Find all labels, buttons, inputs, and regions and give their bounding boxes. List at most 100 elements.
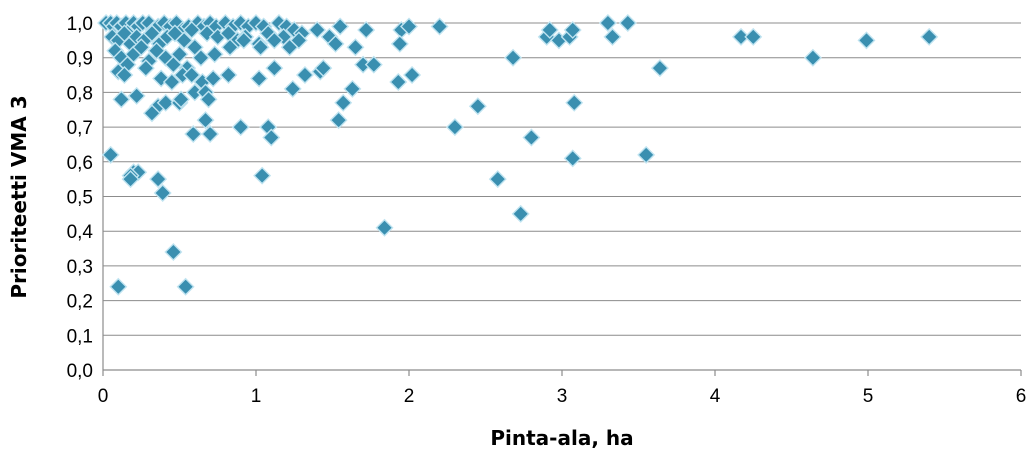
data-point — [170, 45, 189, 64]
data-point — [191, 48, 210, 67]
data-point — [744, 27, 763, 46]
axes — [102, 23, 1022, 376]
y-tick-label: 0,1 — [67, 326, 93, 347]
data-point — [920, 27, 939, 46]
data-point — [803, 48, 822, 67]
y-axis-title: Prioriteetti VMA 3 — [7, 95, 31, 298]
y-tick-label: 1,0 — [67, 14, 93, 35]
data-point — [565, 93, 584, 112]
y-tick-label: 0,2 — [67, 292, 93, 313]
data-point — [343, 79, 362, 98]
x-tick-label: 2 — [404, 386, 415, 407]
x-tick-label: 3 — [557, 386, 568, 407]
data-points — [97, 14, 939, 296]
data-point — [857, 31, 876, 50]
y-tick-label: 0,3 — [67, 257, 93, 278]
data-point — [331, 17, 350, 36]
data-point — [205, 45, 224, 64]
data-point — [231, 118, 250, 137]
data-point — [201, 125, 220, 144]
y-tick-label: 0,8 — [67, 83, 93, 104]
data-point — [540, 20, 559, 39]
data-point — [156, 93, 175, 112]
x-tick-label: 1 — [251, 386, 262, 407]
x-tick-label: 5 — [863, 386, 874, 407]
data-point — [375, 218, 394, 237]
x-tick-label: 4 — [710, 386, 721, 407]
data-point — [127, 86, 146, 105]
data-point — [334, 93, 353, 112]
data-point — [265, 31, 284, 50]
data-point — [488, 170, 507, 189]
y-tick-label: 0,0 — [67, 361, 93, 382]
data-point — [364, 55, 383, 74]
data-point — [184, 125, 203, 144]
x-axis-title: Pinta-ala, ha — [490, 426, 633, 450]
data-point — [400, 17, 418, 36]
data-point — [289, 31, 308, 50]
data-point — [389, 73, 408, 91]
data-point — [295, 66, 314, 85]
data-point — [176, 277, 195, 296]
data-point — [357, 20, 376, 39]
data-point — [121, 170, 140, 189]
data-point — [182, 20, 201, 39]
y-tick-label: 0,9 — [67, 49, 93, 70]
data-point — [204, 69, 223, 88]
x-tick-labels: 0 1 2 3 4 5 6 — [98, 386, 1027, 407]
data-point — [430, 17, 449, 36]
data-point — [109, 277, 128, 296]
data-point — [253, 166, 272, 185]
data-point — [250, 69, 269, 88]
data-point — [115, 66, 134, 85]
data-point — [603, 27, 622, 46]
data-point — [136, 59, 155, 78]
data-point — [221, 38, 239, 57]
data-point — [175, 31, 194, 50]
data-point — [283, 79, 302, 98]
data-point — [563, 20, 582, 39]
data-point — [262, 128, 281, 147]
gridlines — [103, 22, 1021, 336]
data-point — [142, 24, 161, 43]
y-tick-label: 0,7 — [67, 118, 93, 139]
data-point — [153, 184, 172, 203]
data-point — [251, 38, 270, 57]
data-point — [101, 145, 120, 164]
data-point — [522, 128, 541, 147]
data-point — [650, 59, 669, 78]
data-point — [149, 170, 168, 189]
data-point — [468, 97, 487, 116]
x-tick-label: 6 — [1016, 386, 1027, 407]
data-point — [618, 14, 637, 32]
data-point — [326, 34, 345, 53]
y-tick-label: 0,6 — [67, 153, 93, 174]
data-point — [112, 90, 131, 109]
y-tick-labels: 0,0 0,1 0,2 0,3 0,4 0,5 0,6 0,7 0,8 0,9 1,0 — [67, 14, 94, 382]
data-point — [162, 73, 181, 91]
data-point — [637, 145, 656, 164]
data-point — [598, 14, 617, 32]
data-point — [314, 59, 333, 78]
data-point — [265, 59, 284, 78]
data-point — [219, 66, 238, 85]
data-point — [142, 104, 161, 123]
data-point — [563, 149, 582, 168]
data-point — [346, 38, 365, 57]
data-point — [234, 31, 253, 50]
data-point — [196, 111, 215, 130]
data-point — [199, 90, 218, 109]
data-point — [445, 118, 464, 137]
data-point — [403, 66, 422, 85]
y-tick-label: 0,4 — [67, 222, 94, 243]
x-tick-label: 0 — [98, 386, 109, 407]
data-point — [511, 204, 530, 223]
data-point — [164, 243, 183, 262]
data-point — [308, 20, 327, 39]
data-point — [504, 48, 523, 67]
data-point — [172, 90, 191, 109]
data-point — [732, 27, 750, 46]
data-point — [182, 66, 201, 85]
data-point — [132, 38, 151, 57]
